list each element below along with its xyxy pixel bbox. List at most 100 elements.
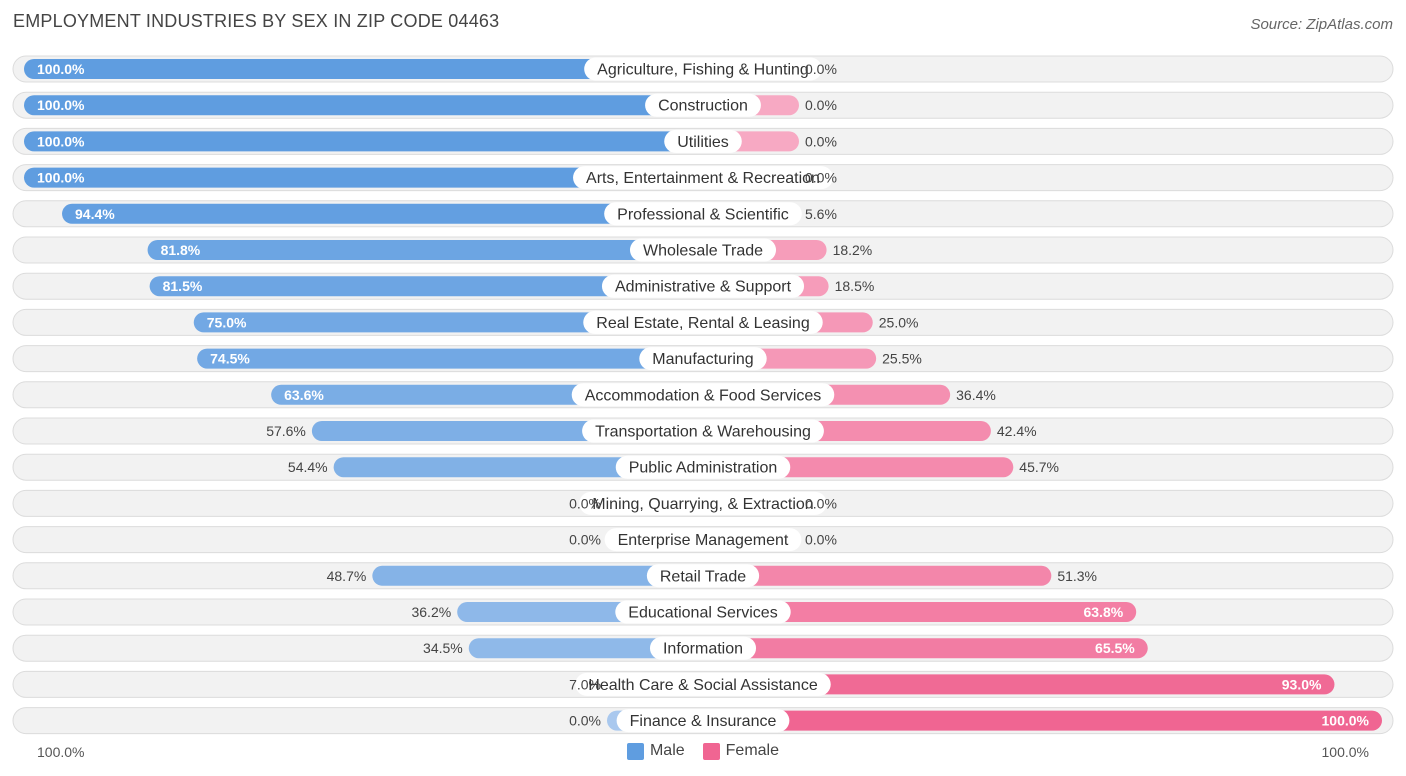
male-value-label: 48.7% [327,568,367,584]
category-label-pill [571,383,835,407]
male-value-label: 57.6% [266,423,306,439]
category-label-pill [583,310,823,334]
male-value-label: 0.0% [569,495,601,511]
male-bar [333,457,703,478]
category-label: Educational Services [628,605,777,622]
category-label-pill [604,202,802,226]
category-label-pill [579,491,827,515]
category-label: Construction [658,98,748,115]
category-label: Finance & Insurance [630,713,777,730]
category-label: Agriculture, Fishing & Hunting [597,62,809,79]
male-value-label: 34.5% [423,640,463,656]
legend-item-female[interactable]: Female [702,742,780,760]
axis-right-label: 100.0% [1321,744,1369,760]
female-bar [703,638,1148,659]
male-value-label: 100.0% [37,97,85,113]
male-value-label: 36.2% [411,604,451,620]
category-label: Transportation & Warehousing [595,424,811,441]
male-value-label: 7.0% [569,676,601,692]
male-value-label: 81.8% [161,242,201,258]
male-swatch [626,742,644,760]
male-bar [193,312,703,333]
category-label: Administrative & Support [615,279,792,296]
category-label-pill [615,455,791,479]
category-label-pill [573,166,833,190]
category-label: Mining, Quarrying, & Extraction [592,496,813,513]
male-value-label: 63.6% [284,387,324,403]
legend: Male Female [0,742,1406,760]
female-value-label: 0.0% [805,170,837,186]
category-label-pill [604,528,802,552]
male-bar [24,59,703,79]
male-value-label: 54.4% [288,459,328,475]
category-label-pill [584,57,822,81]
male-value-label: 75.0% [207,314,247,330]
category-label-pill [645,93,761,117]
category-label-pill [639,347,767,371]
female-bar [703,710,1382,731]
male-bar [372,565,703,586]
female-value-label: 42.4% [997,423,1037,439]
male-value-label: 0.0% [569,713,601,729]
category-label-pill [646,564,760,588]
female-value-label: 45.7% [1019,459,1059,475]
male-bar [147,240,703,260]
female-value-label: 5.6% [805,206,837,222]
male-value-label: 74.5% [210,351,250,367]
female-value-label: 0.0% [805,97,837,113]
male-bar [468,638,703,659]
female-bar [703,674,1335,695]
category-label: Utilities [677,134,729,151]
female-value-label: 25.0% [879,314,919,330]
female-swatch [702,742,720,760]
category-label: Enterprise Management [618,532,789,549]
category-label: Retail Trade [660,568,746,585]
category-label-pill [582,419,824,443]
male-value-label: 81.5% [163,278,203,294]
female-value-label: 18.2% [833,242,873,258]
male-bar [24,131,703,152]
female-value-label: 63.8% [1083,604,1123,620]
female-value-label: 0.0% [805,495,837,511]
female-value-label: 0.0% [805,61,837,77]
category-label: Wholesale Trade [643,243,763,260]
female-value-label: 18.5% [835,278,875,294]
female-value-label: 51.3% [1057,568,1097,584]
female-value-label: 25.5% [882,351,922,367]
female-value-label: 0.0% [805,133,837,149]
category-label-pill [615,600,791,624]
category-label: Manufacturing [652,351,753,368]
category-label-pill [629,238,777,262]
category-label-pill [664,129,742,153]
female-bar [703,602,1137,622]
category-label: Public Administration [629,460,778,477]
legend-item-male[interactable]: Male [626,742,685,760]
category-label: Arts, Entertainment & Recreation [586,170,820,187]
male-bar [62,203,704,224]
chart-title: EMPLOYMENT INDUSTRIES BY SEX IN ZIP CODE… [13,11,500,31]
male-value-label: 100.0% [37,170,85,186]
male-value-label: 94.4% [75,206,115,222]
male-bar [197,348,703,369]
legend-male-label: Male [649,742,685,759]
axis-left-label: 100.0% [37,744,85,760]
male-bar [24,167,703,188]
category-label: Accommodation & Food Services [585,387,822,404]
category-label: Health Care & Social Assistance [588,677,818,694]
category-label: Professional & Scientific [617,206,789,223]
male-bar [24,95,703,116]
legend-female-label: Female [725,742,780,759]
female-value-label: 65.5% [1095,640,1135,656]
female-value-label: 36.4% [956,387,996,403]
category-label-pill [649,636,757,660]
female-value-label: 93.0% [1282,676,1322,692]
female-bar [703,565,1052,586]
female-value-label: 0.0% [805,532,837,548]
male-value-label: 100.0% [37,61,85,77]
category-label-pill [616,709,790,733]
category-label-pill [575,672,831,696]
source-label: Source: ZipAtlas.com [1250,16,1393,33]
category-label: Information [663,641,743,658]
male-bar [149,276,704,297]
